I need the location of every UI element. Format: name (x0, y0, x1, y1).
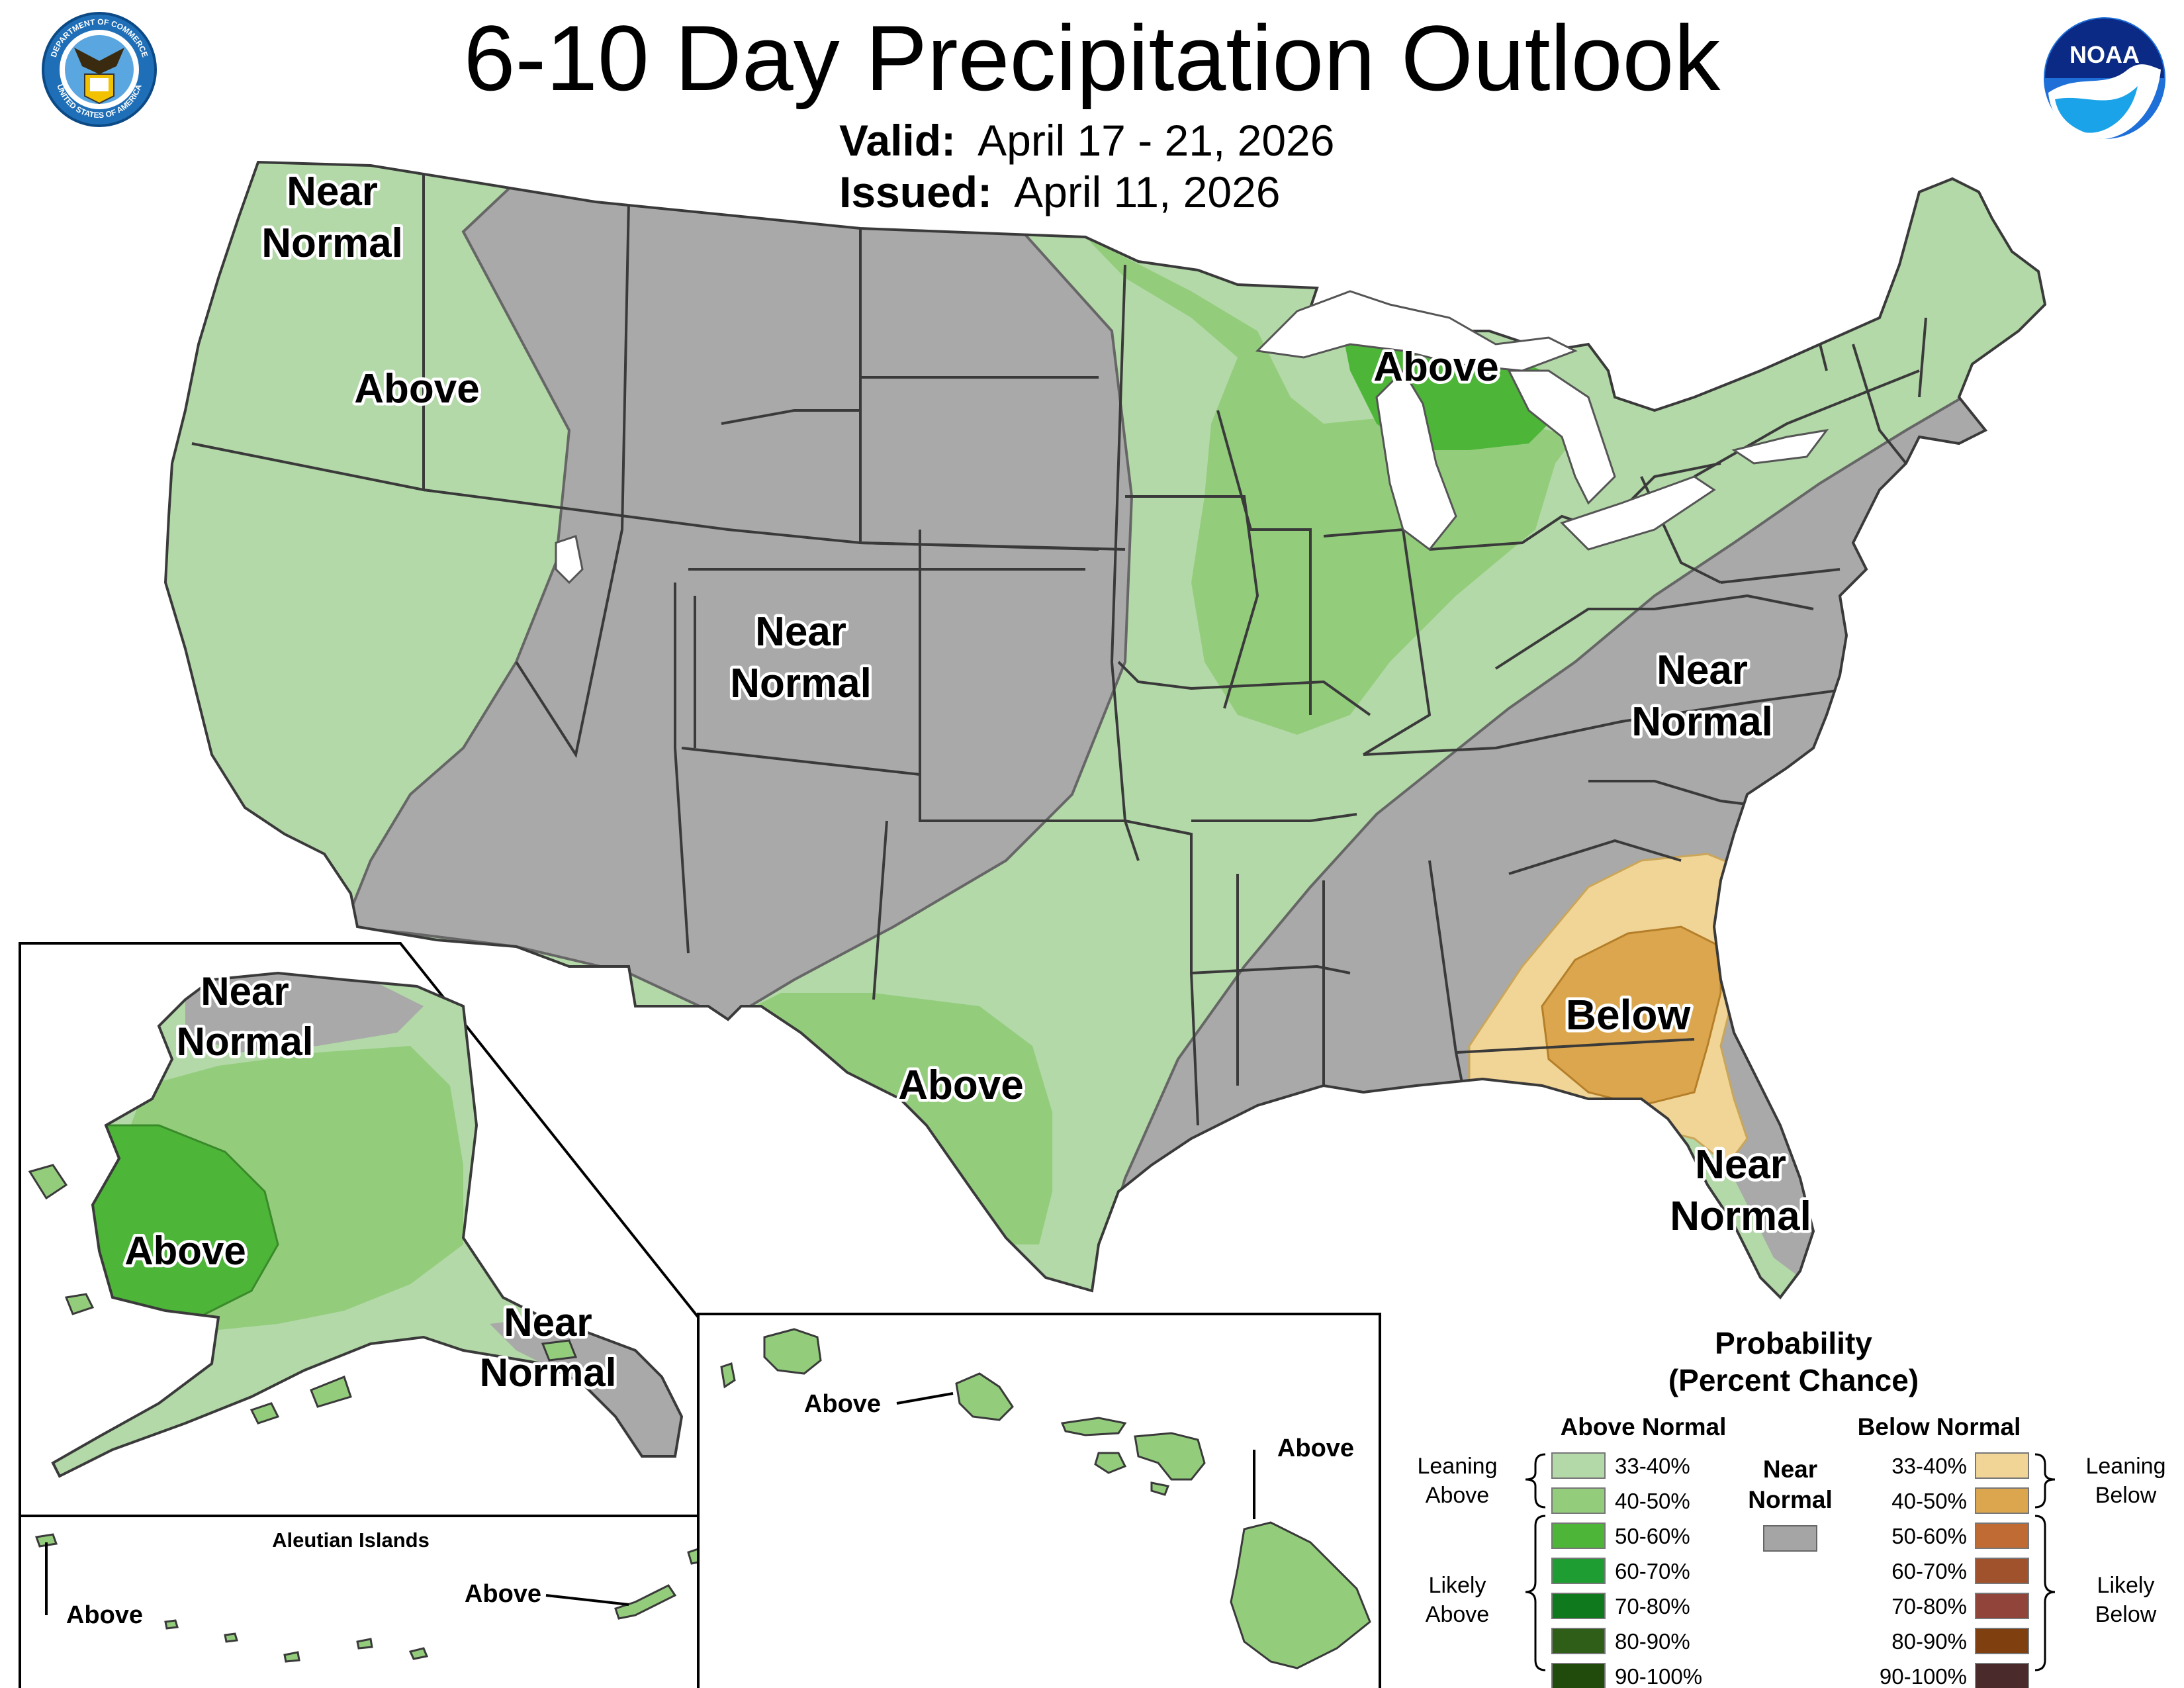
noaa-logo: NOAA (2044, 17, 2165, 139)
ak-se-near-label-2: Normal (480, 1350, 617, 1395)
legend-above-label: 90-100% (1615, 1664, 1702, 1688)
ak-north-near-label-2: Normal (177, 1019, 314, 1064)
ak-se-near-label-1: Near (504, 1300, 592, 1344)
central-near-label-2: Normal (730, 661, 872, 706)
valid-line: Valid: April 17 - 21, 2026 (839, 114, 1334, 167)
legend-above-label: 70-80% (1615, 1594, 1690, 1618)
legend-below-label: 40-50% (1891, 1489, 1967, 1513)
alaska-inset: Near Normal Above Near Normal (19, 942, 700, 1517)
ak-north-near-label-1: Near (201, 969, 289, 1013)
legend-below-swatch (1975, 1452, 2029, 1479)
legend-likely-below-2: Below (2095, 1602, 2157, 1627)
hawaii-inset: Above Above (697, 1313, 1381, 1688)
legend-above-header: Above Normal (1561, 1413, 1727, 1440)
legend-above-label: 80-90% (1615, 1629, 1690, 1654)
legend-leaning-below-2: Below (2095, 1483, 2157, 1508)
map-title: 6-10 Day Precipitation Outlook (463, 6, 1721, 110)
nw-near-label-1: Near (287, 169, 378, 214)
legend-title-1: Probability (1715, 1326, 1872, 1360)
legend-above-label: 40-50% (1615, 1489, 1690, 1513)
legend-below-label: 70-80% (1891, 1594, 1967, 1618)
legend-title-2: (Percent Chance) (1668, 1363, 1919, 1397)
legend-below-swatch (1975, 1523, 2029, 1549)
legend-below-swatch (1975, 1487, 2029, 1514)
legend-below-header: Below Normal (1858, 1413, 2021, 1440)
issued-date: April 11, 2026 (1014, 167, 1281, 216)
legend-below-swatch (1975, 1558, 2029, 1584)
legend-above-swatch (1551, 1523, 1606, 1549)
legend-above-label: 33-40% (1615, 1454, 1690, 1478)
legend-leaning-above-1: Leaning (1417, 1454, 1497, 1479)
commerce-logo: DEPARTMENT OF COMMERCE UNITED STATES OF … (42, 12, 157, 127)
legend-above-label: 60-70% (1615, 1559, 1690, 1583)
legend-above-label: 50-60% (1615, 1524, 1690, 1548)
central-near-label-1: Near (755, 609, 846, 655)
texas-above-label: Above (898, 1062, 1023, 1108)
legend: Probability (Percent Chance) Above Norma… (1417, 1326, 2166, 1688)
aleutians-east-above-label: Above (465, 1580, 541, 1608)
legend-below-label: 60-70% (1891, 1559, 1967, 1583)
noaa-logo-text: NOAA (2070, 41, 2140, 68)
aleutians-inset: Aleutian Islands Above Above (19, 1515, 700, 1688)
legend-below-label: 50-60% (1891, 1524, 1967, 1548)
valid-label: Valid: (839, 116, 956, 165)
legend-above-swatches: 33-40% 40-50% 50-60% 60-70% 70-80% 80-90% 90-1… (1551, 1452, 1702, 1688)
legend-above-swatch (1551, 1593, 1606, 1619)
great-lakes (555, 290, 1829, 585)
florida-near-label-1: Near (1695, 1142, 1786, 1188)
nw-near-label-2: Normal (261, 220, 403, 266)
florida-near-label-2: Normal (1670, 1194, 1811, 1239)
southeast-below-label: Below (1566, 991, 1691, 1039)
legend-below-swatch (1975, 1663, 2029, 1688)
issued-line: Issued: April 11, 2026 (839, 165, 1281, 218)
east-near-label-1: Near (1657, 647, 1748, 693)
legend-below-label: 90-100% (1880, 1664, 1967, 1688)
legend-near-label-2: Normal (1748, 1486, 1832, 1513)
legend-likely-below-1: Likely (2097, 1573, 2155, 1598)
legend-above-swatch (1551, 1487, 1606, 1514)
legend-above-swatch (1551, 1628, 1606, 1654)
aleutians-title: Aleutian Islands (272, 1528, 430, 1552)
legend-below-swatch (1975, 1593, 2029, 1619)
hawaii-east-above-label: Above (1277, 1434, 1354, 1462)
great-lakes-above-label: Above (1373, 344, 1498, 390)
legend-below-label: 80-90% (1891, 1629, 1967, 1654)
legend-above-swatch (1551, 1452, 1606, 1479)
legend-above-swatch (1551, 1558, 1606, 1584)
nw-above-label: Above (354, 366, 479, 412)
issued-label: Issued: (839, 167, 993, 216)
legend-below-swatches: 33-40% 40-50% 50-60% 60-70% 70-80% 80-90% 90-1… (1880, 1452, 2029, 1688)
legend-below-swatch (1975, 1628, 2029, 1654)
legend-above-swatch (1551, 1663, 1606, 1688)
conus-map: Near Normal Above Near Normal Above Near… (163, 160, 2047, 1300)
legend-leaning-below-1: Leaning (2085, 1454, 2165, 1479)
ak-west-above-label: Above (124, 1229, 246, 1273)
legend-leaning-above-2: Above (1426, 1483, 1489, 1508)
east-near-label-2: Normal (1631, 699, 1773, 745)
legend-likely-above-2: Above (1426, 1602, 1489, 1627)
legend-near-label-1: Near (1763, 1456, 1817, 1483)
legend-likely-above-1: Likely (1429, 1573, 1486, 1598)
aleutians-west-above-label: Above (66, 1601, 143, 1629)
valid-dates: April 17 - 21, 2026 (978, 116, 1335, 165)
legend-below-label: 33-40% (1891, 1454, 1967, 1478)
legend-near-swatch (1763, 1525, 1817, 1552)
hawaii-west-above-label: Above (804, 1390, 881, 1418)
